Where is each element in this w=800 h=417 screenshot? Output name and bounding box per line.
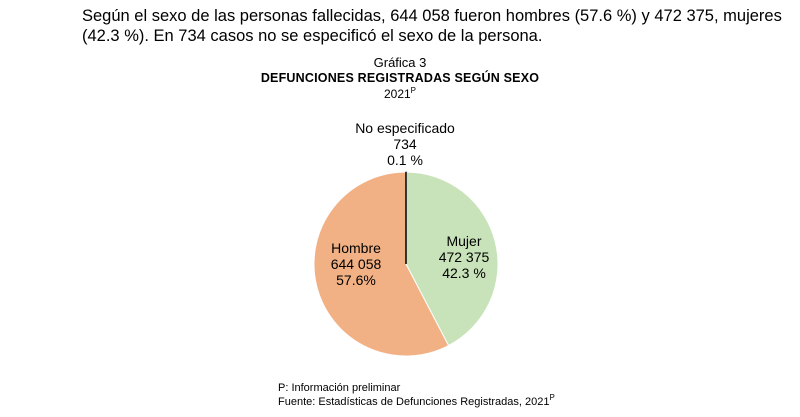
label-mujer-value: 472 375: [438, 249, 490, 265]
label-no-especificado-value: 734: [393, 136, 417, 152]
chart-notes: P: Información preliminar Fuente: Estadí…: [278, 381, 555, 409]
label-mujer: Mujer 472 375 42.3 %: [418, 233, 510, 281]
chart-year-superscript: P: [410, 86, 417, 95]
label-hombre-value: 644 058: [330, 256, 382, 272]
label-mujer-name: Mujer: [446, 233, 482, 249]
label-mujer-percent: 42.3 %: [442, 265, 486, 281]
chart-caption: Gráfica 3: [373, 55, 427, 70]
intro-paragraph: Según el sexo de las personas fallecidas…: [82, 7, 782, 45]
pie-slice-mujer: [405, 171, 499, 347]
note-source-text: Fuente: Estadísticas de Defunciones Regi…: [278, 396, 550, 408]
chart-year-value: 2021: [383, 87, 411, 101]
label-no-especificado-name: No especificado: [355, 120, 455, 136]
label-hombre: Hombre 644 058 57.6%: [310, 240, 402, 288]
label-no-especificado-percent: 0.1 %: [387, 152, 423, 168]
label-hombre-name: Hombre: [331, 240, 381, 256]
chart-title: DEFUNCIONES REGISTRADAS SEGÚN SEXO: [260, 71, 540, 85]
note-preliminary: P: Información preliminar: [278, 382, 401, 394]
chart-year: 2021P: [0, 86, 800, 102]
pie-slice-hombre: [313, 171, 450, 357]
note-source-superscript: P: [549, 393, 555, 402]
note-source: Fuente: Estadísticas de Defunciones Regi…: [278, 393, 555, 409]
label-hombre-percent: 57.6%: [336, 272, 376, 288]
label-no-especificado: No especificado 734 0.1 %: [330, 120, 480, 168]
